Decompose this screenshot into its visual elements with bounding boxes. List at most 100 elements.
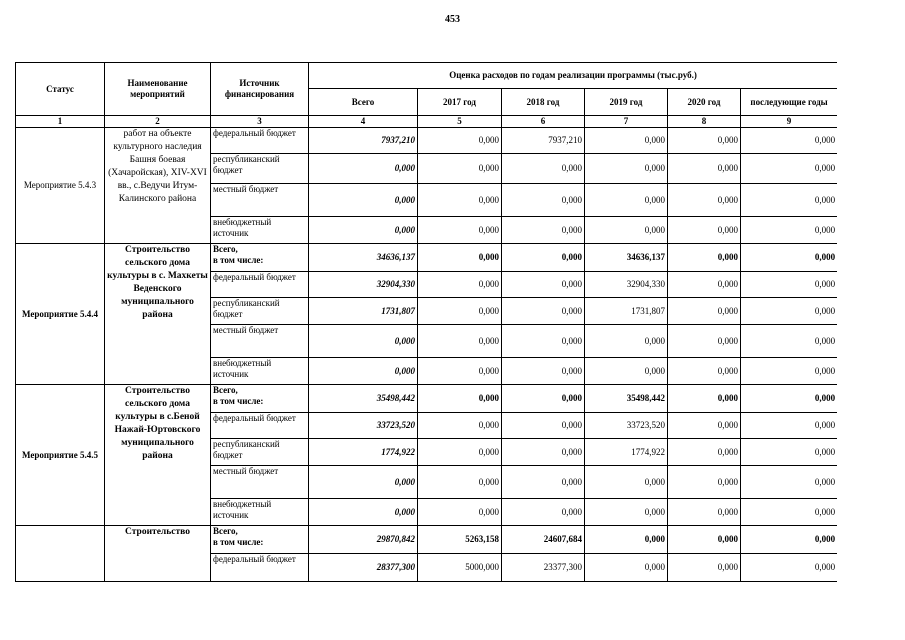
value-cell: 0,000	[308, 183, 418, 217]
value-cell: 0,000	[308, 324, 418, 358]
value-cell: 0,000	[417, 243, 502, 272]
value-cell: 1731,807	[308, 297, 418, 325]
column-number: 8	[667, 115, 741, 128]
value-cell: 0,000	[501, 243, 585, 272]
value-cell: 29870,842	[308, 525, 418, 554]
data-row: республиканский бюджет 0,000 0,000 0,000 0,0…	[16, 153, 837, 184]
data-row: республиканский бюджет 1774,922 0,000 0,000…	[16, 438, 837, 466]
value-cell: 0,000	[667, 271, 741, 298]
value-cell: 0,000	[417, 127, 502, 154]
value-cell: 5263,158	[417, 525, 502, 554]
header-row: Всего 2017 год 2018 год 2019 год 2020 год пос…	[16, 88, 837, 116]
source-cell: федеральный бюджет	[210, 553, 309, 582]
value-cell: 34636,137	[584, 243, 668, 272]
header-cell: 2017 год	[417, 88, 502, 116]
name-cell: Строительство сельского дома культуры в …	[104, 243, 211, 385]
value-cell: 1731,807	[584, 297, 668, 325]
value-cell: 0,000	[501, 384, 585, 413]
value-cell: 0,000	[667, 357, 741, 385]
value-cell: 0,000	[308, 498, 418, 526]
name-cell: Строительство сельского дома культуры в …	[104, 384, 211, 526]
header-cell: 2018 год	[501, 88, 585, 116]
header-cell: последующие годы	[739, 88, 837, 116]
value-cell: 0,000	[417, 183, 502, 217]
value-cell: 0,000	[417, 324, 502, 358]
value-cell: 0,000	[667, 216, 741, 244]
data-row: Строительство Всего, в том числе: 29870,84…	[15, 525, 837, 582]
source-cell: внебюджетный источник	[210, 357, 309, 385]
header-cell: Источник финансирования	[210, 62, 309, 116]
value-cell: 0,000	[584, 465, 668, 499]
value-cell: 7937,210	[308, 127, 418, 154]
value-cell: 32904,330	[308, 271, 418, 298]
value-cell: 0,000	[667, 525, 741, 554]
value-cell: 0,000	[739, 216, 837, 244]
value-cell: 0,000	[584, 525, 668, 554]
source-cell: республиканский бюджет	[210, 438, 309, 466]
value-cell: 0,000	[584, 153, 668, 184]
data-row: внебюджетный источник 0,000 0,000 0,000 0,00…	[16, 498, 837, 526]
value-cell: 0,000	[501, 297, 585, 325]
column-number: 7	[584, 115, 668, 128]
value-cell: 0,000	[501, 412, 585, 439]
value-cell: 0,000	[739, 553, 837, 582]
column-number: 4	[308, 115, 418, 128]
name-cell: Строительство	[104, 525, 211, 582]
data-row: федеральный бюджет 28377,300 5000,000 23377…	[16, 553, 837, 582]
value-cell: 0,000	[501, 357, 585, 385]
value-cell: 0,000	[308, 465, 418, 499]
value-cell: 0,000	[417, 465, 502, 499]
value-cell: 35498,442	[584, 384, 668, 413]
column-number: 5	[417, 115, 502, 128]
value-cell: 0,000	[501, 216, 585, 244]
value-cell: 0,000	[417, 271, 502, 298]
header-cell: Оценка расходов по годам реализации прог…	[307, 62, 837, 89]
value-cell: 0,000	[739, 384, 837, 413]
header-row: Статус Наименование мероприятий Источник ф…	[15, 62, 837, 116]
value-cell: 0,000	[308, 216, 418, 244]
value-cell: 33723,520	[584, 412, 668, 439]
status-cell: Мероприятие 5.4.3	[15, 127, 105, 244]
data-row: Мероприятие 5.4.3 работ на объекте культу…	[15, 127, 837, 244]
value-cell: 0,000	[739, 127, 837, 154]
value-cell: 23377,300	[501, 553, 585, 582]
header-cell: Статус	[15, 62, 105, 116]
value-cell: 0,000	[667, 498, 741, 526]
status-cell: Мероприятие 5.4.5	[15, 384, 105, 526]
value-cell: 0,000	[417, 498, 502, 526]
value-cell: 24607,684	[501, 525, 585, 554]
value-cell: 0,000	[584, 553, 668, 582]
data-row: республиканский бюджет 1731,807 0,000 0,000…	[16, 297, 837, 325]
value-cell: 0,000	[739, 465, 837, 499]
value-cell: 0,000	[667, 438, 741, 466]
value-cell: 0,000	[667, 297, 741, 325]
value-cell: 0,000	[667, 465, 741, 499]
value-cell: 0,000	[501, 183, 585, 217]
value-cell: 0,000	[667, 183, 741, 217]
value-cell: 0,000	[501, 153, 585, 184]
header-cell: Наименование мероприятий	[104, 62, 211, 116]
data-row: местный бюджет 0,000 0,000 0,000 0,000 0,000 0…	[16, 324, 837, 358]
value-cell: 0,000	[584, 324, 668, 358]
value-cell: 0,000	[501, 271, 585, 298]
status-cell	[15, 525, 105, 582]
value-cell: 0,000	[667, 243, 741, 272]
value-cell: 0,000	[417, 153, 502, 184]
source-cell: местный бюджет	[210, 324, 309, 358]
value-cell: 0,000	[417, 216, 502, 244]
source-cell: Всего, в том числе:	[210, 384, 309, 413]
value-cell: 28377,300	[308, 553, 418, 582]
value-cell: 34636,137	[308, 243, 418, 272]
table-wrap: Статус Наименование мероприятий Источник ф…	[15, 62, 837, 584]
value-cell: 0,000	[417, 438, 502, 466]
value-cell: 0,000	[501, 465, 585, 499]
value-cell: 1774,922	[308, 438, 418, 466]
value-cell: 0,000	[739, 153, 837, 184]
page-number: 453	[445, 14, 460, 25]
value-cell: 0,000	[417, 357, 502, 385]
value-cell: 0,000	[308, 357, 418, 385]
column-number: 6	[501, 115, 585, 128]
source-cell: федеральный бюджет	[210, 271, 309, 298]
